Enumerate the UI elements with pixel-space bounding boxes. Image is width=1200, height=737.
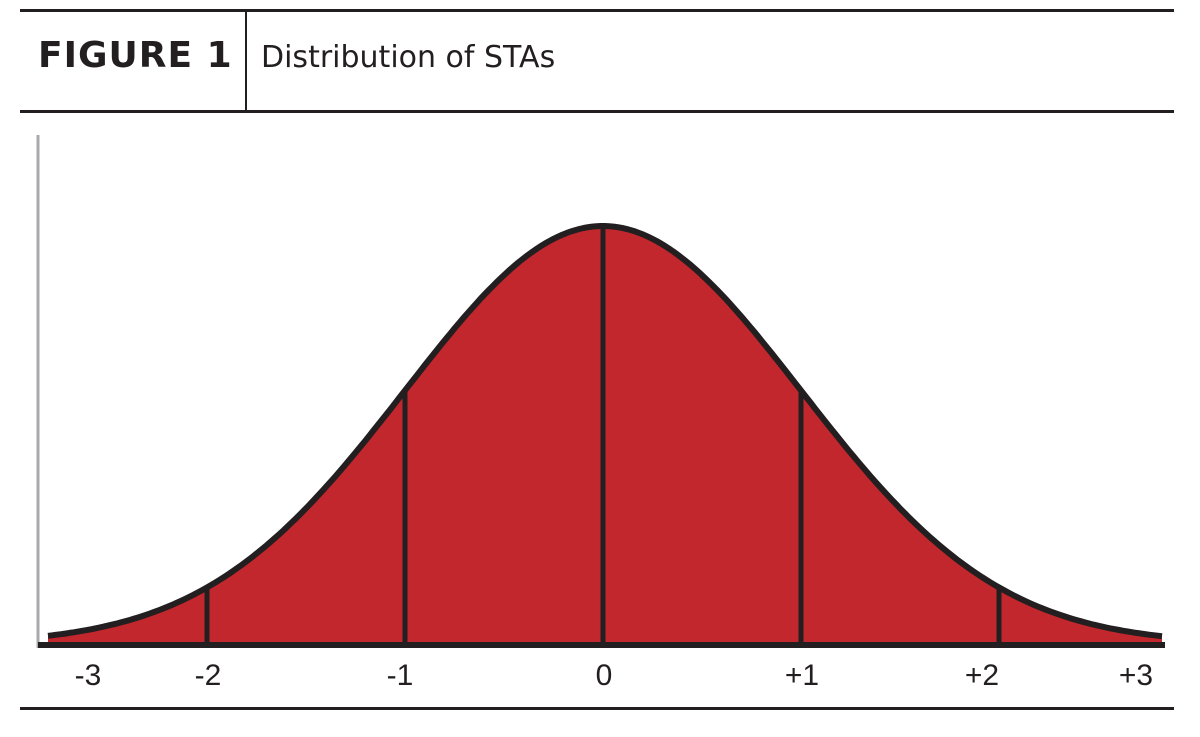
x-tick-label: -3 (75, 659, 102, 692)
tick-layer: -3 -2 -1 0 +1 +2 +3 (75, 659, 1153, 692)
x-tick-label: +3 (1119, 659, 1153, 692)
figure-label: FIGURE 1 (38, 35, 233, 76)
top-rule (20, 9, 1174, 12)
header-divider (245, 12, 247, 110)
curve-layer (38, 223, 1165, 648)
distribution-curve (47, 223, 1163, 640)
bottom-rule (20, 707, 1174, 710)
x-tick-label: +1 (785, 659, 819, 692)
header-rule (20, 110, 1174, 113)
figure-title: Distribution of STAs (261, 40, 556, 75)
x-tick-label: -1 (387, 659, 414, 692)
x-tick-label: +2 (965, 659, 999, 692)
x-tick-label: -2 (195, 659, 222, 692)
x-tick-label: 0 (596, 659, 613, 692)
